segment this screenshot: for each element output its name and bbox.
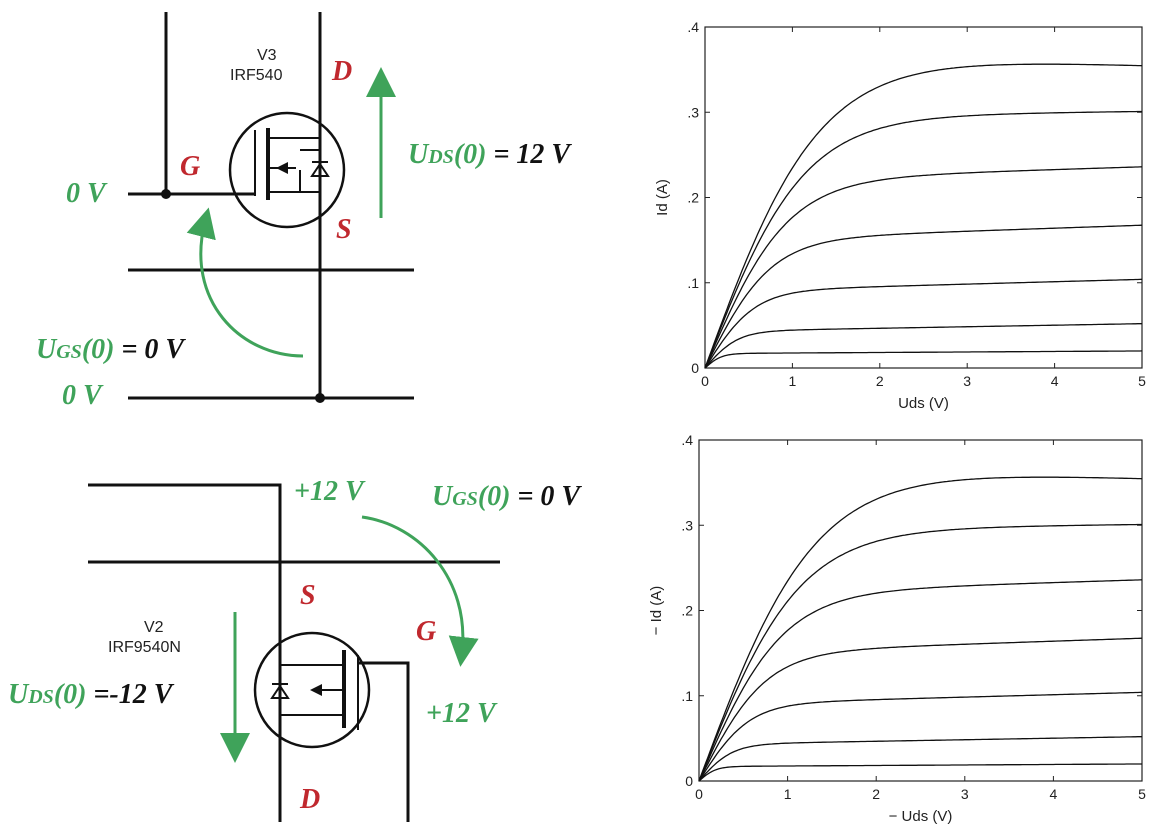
chart-top: 0 1 2 3 4 5 0 .1 .2 .3 .4 Uds (V) Id (A): [654, 19, 1146, 412]
body-diode-bottom: [270, 684, 290, 699]
uds-label-top: UDS(0) = 12 V: [408, 139, 572, 170]
chart-top-plot-frame: [704, 26, 1143, 369]
part-ref-v3: V3: [257, 47, 277, 64]
chart-bottom-x-axis-label: − Uds (V): [889, 808, 953, 825]
part-name-irf540: IRF540: [230, 67, 283, 84]
chart-top-x-tick-label: 4: [1051, 373, 1059, 389]
chart-bottom-curve-1: [698, 763, 1142, 782]
chart-top-x-tick-label: 1: [789, 373, 797, 389]
junction-dot-source: [315, 393, 325, 403]
chart-top-y-tick-label: .2: [687, 190, 699, 206]
chart-bottom-plot-frame: [698, 439, 1143, 782]
ugs-label-top: UGS(0) = 0 V: [36, 334, 186, 365]
chart-bottom-x-tick-label: 4: [1050, 786, 1058, 802]
circuit-top: [128, 12, 414, 403]
chart-bottom-x-tick-label: 2: [872, 786, 880, 802]
transistor-body: [228, 111, 346, 229]
chart-top-y-tick-label: 0: [691, 360, 699, 376]
chart-bottom-y-tick-label: 0: [685, 773, 693, 789]
chart-bottom-curve-7: [698, 476, 1143, 782]
chart-top-y-tick-label: .1: [687, 275, 699, 291]
pin-s-top: S: [336, 214, 352, 245]
chart-top-curve-2: [704, 323, 1142, 369]
chart-top-y-tick-label: .3: [687, 104, 699, 120]
pin-d-top: D: [331, 56, 352, 87]
chart-bottom-y-tick-label: .2: [681, 603, 693, 619]
chart-bottom-y-tick-label: .4: [681, 432, 693, 448]
pin-s-bottom: S: [300, 580, 316, 611]
source-connection: [268, 170, 301, 193]
ugs-arrow-bottom: [361, 515, 479, 667]
gate-voltage-bottom: +12 V: [426, 698, 498, 729]
gate-wire-bottom: [358, 661, 410, 822]
chart-bottom-curve-3: [698, 691, 1143, 782]
chart-bottom-curve-4: [698, 637, 1143, 782]
chart-top-x-axis-label: Uds (V): [898, 395, 949, 412]
junction-dot-gate: [161, 189, 171, 199]
source-voltage-top: 0 V: [62, 380, 104, 411]
ugs-label-bottom: UGS(0) = 0 V: [432, 481, 582, 512]
chart-top-x-tick-label: 5: [1138, 373, 1146, 389]
chart-bottom-x-tick-label: 5: [1138, 786, 1146, 802]
chart-top-curve-5: [704, 166, 1143, 369]
pin-g-top: G: [180, 151, 200, 182]
chart-bottom-x-tick-label: 1: [784, 786, 792, 802]
chart-top-curve-4: [704, 224, 1143, 369]
chart-bottom-y-axis-label: − Id (A): [648, 586, 665, 636]
pin-g-bottom: G: [416, 616, 436, 647]
chart-top-x-tick-label: 0: [701, 373, 709, 389]
body-arrowhead-bottom: [310, 684, 322, 696]
body-diode: [310, 162, 330, 177]
chart-top-y-tick-label: .4: [687, 19, 699, 35]
transistor-body-bottom: [253, 631, 371, 749]
ugs-arrow-top: [186, 207, 304, 358]
chart-top-curve-3: [704, 278, 1143, 369]
chart-bottom-y-tick-label: .3: [681, 517, 693, 533]
chart-bottom-curve-2: [698, 736, 1142, 782]
chart-bottom-curve-6: [698, 523, 1142, 782]
uds-label-bottom: UDS(0) =-12 V: [8, 679, 175, 710]
chart-bottom: 0 1 2 3 4 5 0 .1 .2 .3 .4 − Uds (V) − Id (A): [648, 432, 1146, 825]
chart-bottom-x-tick-label: 0: [695, 786, 703, 802]
chart-top-curve-7: [704, 63, 1143, 369]
part-name-irf9540n: IRF9540N: [108, 639, 181, 656]
source-wire: [88, 483, 282, 822]
chart-top-x-tick-label: 3: [963, 373, 971, 389]
pin-d-bottom: D: [299, 784, 320, 815]
body-arrowhead: [276, 162, 288, 174]
part-ref-v2: V2: [144, 619, 164, 636]
chart-bottom-curve-5: [698, 579, 1143, 782]
chart-bottom-y-tick-label: .1: [681, 688, 693, 704]
chart-top-x-tick-label: 2: [876, 373, 884, 389]
circuit-bottom: [88, 483, 500, 822]
source-voltage-bottom: +12 V: [294, 476, 366, 507]
chart-top-curve-1: [704, 350, 1143, 369]
chart-bottom-x-tick-label: 3: [961, 786, 969, 802]
chart-top-curve-6: [704, 110, 1142, 369]
gate-voltage-top: 0 V: [66, 178, 108, 209]
diode-link: [300, 149, 320, 193]
chart-top-y-axis-label: Id (A): [654, 179, 671, 216]
